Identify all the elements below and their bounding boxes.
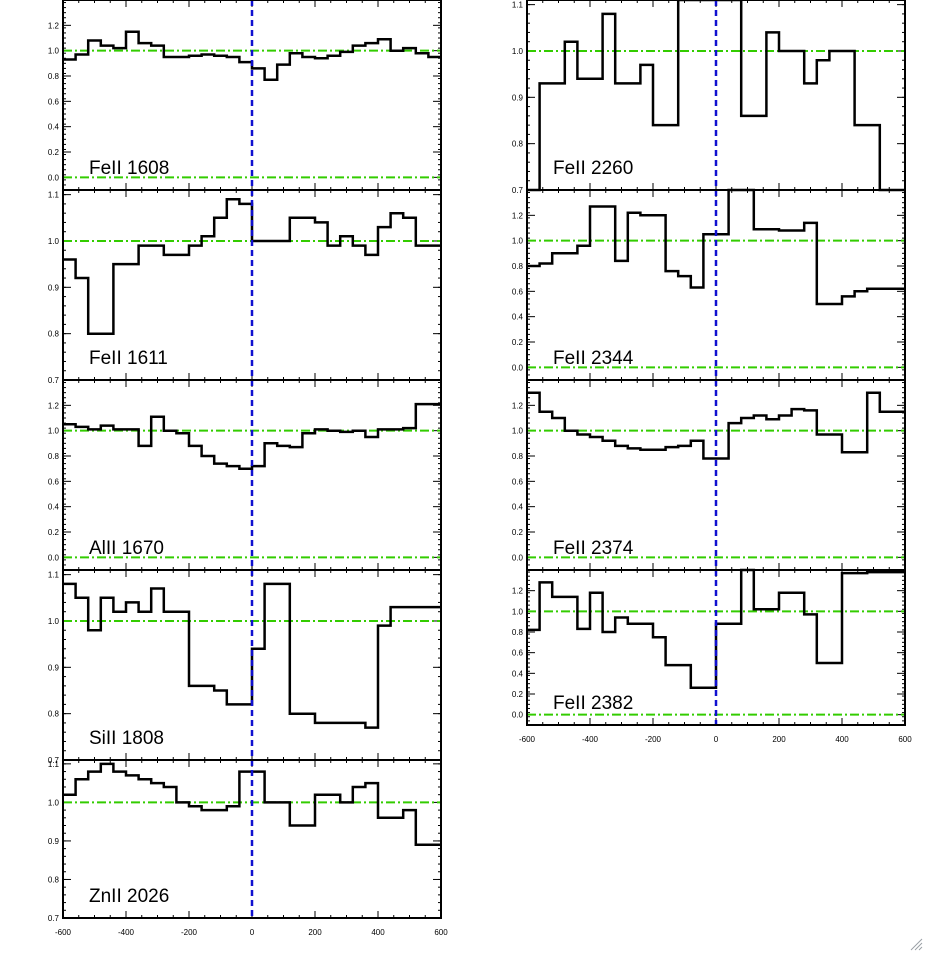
y-tick-label: 0.8	[512, 452, 524, 461]
y-tick-label: 0.6	[512, 477, 524, 486]
y-tick-label: 0.6	[512, 649, 524, 658]
spectrum-line	[63, 402, 441, 470]
y-tick-label: 0.9	[48, 283, 60, 292]
y-tick-label: 0.2	[48, 148, 60, 157]
y-tick-label: 0.4	[48, 123, 60, 132]
y-tick-label: 0.7	[48, 376, 60, 385]
y-tick-label: 1.1	[48, 191, 60, 200]
spectrum-panel: 0.0 0.2 0.4 0.6 0.8 1.0 1.2 FeII 2382 -600 -400 -2…	[512, 568, 912, 744]
y-tick-label: 0.8	[512, 628, 524, 637]
ion-label: FeII 1608	[89, 158, 169, 179]
ion-label: FeII 2382	[553, 693, 633, 714]
y-tick-label: 0.7	[48, 756, 60, 765]
spectrum-line	[527, 391, 905, 460]
spectrum-panel: 0.0 0.2 0.4 0.6 0.8 1.0 1.2 FeII 2344	[512, 188, 906, 381]
spectrum-panel: 0.0 0.2 0.4 0.6 0.8 1.0 1.2 AlII 1670	[48, 379, 442, 571]
x-tick-label: 0	[714, 735, 719, 744]
y-tick-label: 1.2	[48, 21, 60, 30]
y-tick-label: 1.0	[512, 607, 524, 616]
y-tick-label: 0.0	[512, 363, 524, 372]
spectrum-line	[63, 582, 441, 729]
y-tick-label: 1.2	[48, 401, 60, 410]
y-tick-label: 1.0	[512, 237, 524, 246]
y-tick-label: 0.4	[512, 313, 524, 322]
y-tick-label: 0.0	[512, 553, 524, 562]
ion-label: FeII 2374	[553, 538, 634, 559]
y-tick-label: 0.4	[512, 503, 524, 512]
y-tick-label: 0.2	[512, 338, 524, 347]
resize-grip-icon[interactable]	[909, 937, 923, 951]
y-tick-label: 0.0	[48, 553, 60, 562]
x-tick-label: -600	[519, 735, 536, 744]
y-tick-label: 0.8	[48, 72, 60, 81]
y-tick-label: 0.9	[48, 837, 60, 846]
y-tick-label: 1.1	[48, 571, 60, 580]
y-tick-label: 1.0	[512, 427, 524, 436]
ion-label: ZnII 2026	[89, 886, 169, 907]
y-tick-label: 0.8	[512, 140, 524, 149]
ion-label: FeII 2344	[553, 348, 634, 369]
ion-label: FeII 1611	[89, 348, 168, 369]
y-tick-label: 0.2	[48, 528, 60, 537]
ion-label: SiII 1808	[89, 728, 164, 749]
x-tick-label: 0	[250, 928, 255, 937]
y-tick-label: 0.8	[48, 710, 60, 719]
spectrum-panel: 0.7 0.8 0.9 1.0 1.1 FeII 2260	[512, 0, 906, 195]
spectrum-panel: 0.7 0.8 0.9 1.0 1.1 SiII 1808	[48, 569, 442, 765]
x-tick-label: 200	[308, 928, 322, 937]
y-tick-label: 0.4	[512, 669, 524, 678]
x-tick-label: -400	[118, 928, 135, 937]
y-tick-label: 1.2	[512, 587, 524, 596]
x-tick-label: -200	[645, 735, 662, 744]
y-tick-label: 0.2	[512, 690, 524, 699]
y-tick-label: 0.9	[512, 93, 524, 102]
spectrum-line	[63, 30, 441, 82]
y-tick-label: 0.7	[512, 186, 524, 195]
y-tick-label: 0.6	[512, 287, 524, 296]
y-tick-label: 1.0	[512, 47, 524, 56]
spectrum-panel: 0.7 0.8 0.9 1.0 1.1 FeII 1611	[48, 189, 442, 385]
ion-label: AlII 1670	[89, 538, 164, 559]
x-tick-label: 600	[434, 928, 448, 937]
spectrum-panel: 0.7 0.8 0.9 1.0 1.1 ZnII 2026 -600 -400 -200 0 200…	[48, 759, 448, 937]
x-tick-label: -400	[582, 735, 599, 744]
y-tick-label: 0.8	[48, 330, 60, 339]
y-tick-label: 1.2	[512, 211, 524, 220]
panel-frame	[62, 759, 442, 919]
spectrum-line	[527, 0, 905, 192]
spectrum-panel: 0.0 0.2 0.4 0.6 0.8 1.0 1.2 FeII 2374	[512, 379, 906, 571]
y-tick-label: 0.2	[512, 528, 524, 537]
x-tick-label: 400	[371, 928, 385, 937]
x-tick-label: 600	[898, 735, 912, 744]
spectrum-line	[527, 568, 905, 690]
y-tick-label: 0.8	[48, 875, 60, 884]
y-tick-label: 0.0	[512, 711, 524, 720]
y-tick-label: 0.6	[48, 97, 60, 106]
spectrum-panel: 0.0 0.2 0.4 0.6 0.8 1.0 1.2 FeII 1608	[48, 0, 442, 191]
x-tick-label: -200	[181, 928, 198, 937]
y-tick-label: 1.2	[512, 401, 524, 410]
spectrum-line	[63, 762, 441, 847]
x-tick-label: -600	[55, 928, 72, 937]
y-tick-label: 1.0	[48, 47, 60, 56]
y-tick-label: 0.6	[48, 477, 60, 486]
y-tick-label: 0.9	[48, 663, 60, 672]
y-tick-label: 1.0	[48, 617, 60, 626]
y-tick-label: 0.8	[48, 452, 60, 461]
y-tick-label: 0.8	[512, 262, 524, 271]
y-tick-label: 1.0	[48, 798, 60, 807]
y-tick-label: 1.1	[512, 1, 524, 10]
y-tick-label: 0.0	[48, 173, 60, 182]
x-tick-label: 400	[835, 735, 849, 744]
y-tick-label: 0.7	[48, 914, 60, 923]
y-tick-label: 0.4	[48, 503, 60, 512]
x-tick-label: 200	[772, 735, 786, 744]
y-tick-label: 1.0	[48, 237, 60, 246]
ion-label: FeII 2260	[553, 158, 633, 179]
spectrum-line	[527, 188, 905, 306]
y-tick-label: 1.1	[48, 760, 60, 769]
panel-frame	[526, 569, 906, 726]
y-tick-label: 1.0	[48, 427, 60, 436]
